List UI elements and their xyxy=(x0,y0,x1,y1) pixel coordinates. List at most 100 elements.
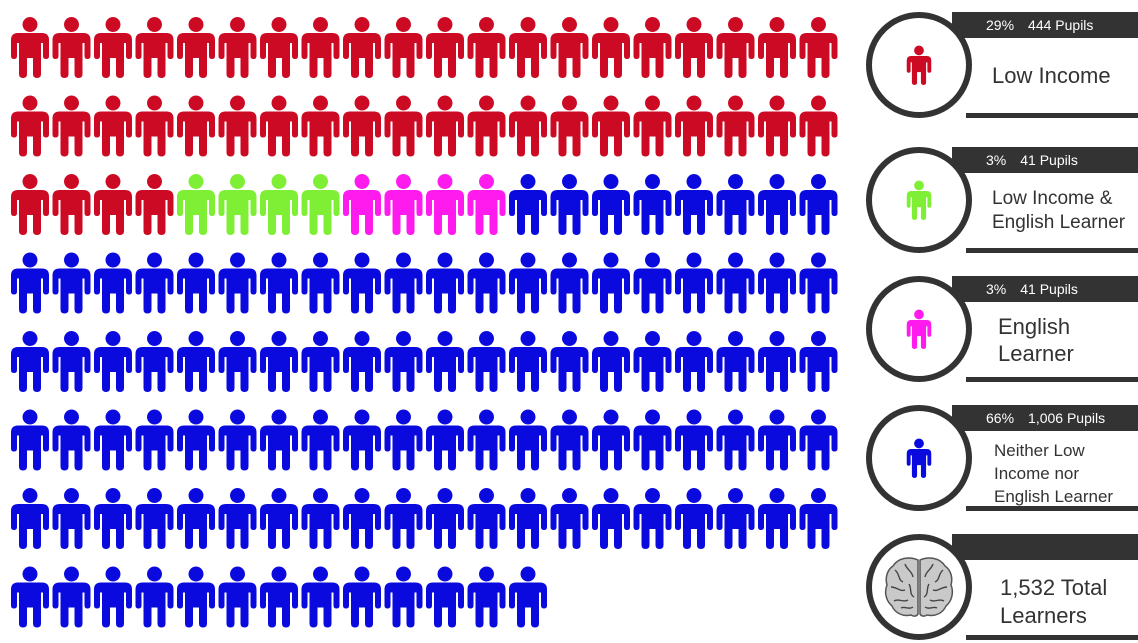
person-icon xyxy=(509,331,547,392)
person-icon xyxy=(633,488,672,549)
person-icon xyxy=(509,17,547,78)
person-icon xyxy=(906,45,932,85)
person-icon xyxy=(467,331,506,392)
person-icon xyxy=(343,174,381,235)
person-icon xyxy=(550,409,589,471)
person-icon xyxy=(633,95,672,157)
person-icon xyxy=(509,95,547,157)
person-icon xyxy=(301,331,340,392)
legend-underline xyxy=(966,506,1138,511)
person-icon xyxy=(509,488,547,549)
person-icon xyxy=(11,17,49,78)
person-icon xyxy=(799,174,838,235)
person-icon xyxy=(94,17,132,78)
person-icon xyxy=(633,174,672,235)
legend-pupil-count: 1,006 Pupils xyxy=(1028,410,1106,426)
person-icon xyxy=(343,409,381,471)
person-icon xyxy=(301,566,340,628)
person-icon xyxy=(799,331,838,392)
person-icon xyxy=(426,252,464,314)
person-icon xyxy=(675,252,713,314)
legend-label: Low Income & English Learner xyxy=(992,188,1126,233)
person-icon xyxy=(675,95,713,157)
legend-underline xyxy=(966,635,1138,640)
person-icon xyxy=(218,331,257,392)
legend-circle xyxy=(866,12,972,118)
legend-circle xyxy=(866,147,972,253)
legend-underline xyxy=(966,113,1138,118)
legend-card-low-income: 29% 444 Pupils Low Income xyxy=(866,12,1138,118)
person-icon xyxy=(716,331,755,392)
person-icon xyxy=(11,252,49,314)
person-icon xyxy=(135,252,174,314)
person-icon xyxy=(426,174,464,235)
legend-card-total: 1,532 Total Learners xyxy=(866,534,1138,640)
person-icon xyxy=(94,252,132,314)
person-icon xyxy=(384,566,423,628)
person-icon xyxy=(799,409,838,471)
person-icon xyxy=(758,409,796,471)
person-icon xyxy=(260,17,298,78)
person-icon xyxy=(716,409,755,471)
legend-underline xyxy=(966,248,1138,253)
person-icon xyxy=(467,409,506,471)
person-icon xyxy=(799,252,838,314)
person-icon xyxy=(592,17,630,78)
person-icon xyxy=(135,409,174,471)
person-icon xyxy=(550,174,589,235)
person-icon xyxy=(467,488,506,549)
person-icon xyxy=(675,174,713,235)
person-icon xyxy=(799,95,838,157)
legend-label: Low Income xyxy=(992,63,1111,88)
person-icon xyxy=(509,174,547,235)
person-icon xyxy=(11,409,49,471)
person-icon xyxy=(906,180,932,220)
total-learners-label: 1,532 Total Learners xyxy=(1000,575,1108,628)
person-icon xyxy=(218,17,257,78)
person-icon xyxy=(218,409,257,471)
person-icon xyxy=(52,331,91,392)
person-icon xyxy=(177,488,215,549)
person-icon xyxy=(343,488,381,549)
person-icon xyxy=(550,17,589,78)
person-icon xyxy=(52,17,91,78)
person-icon xyxy=(716,488,755,549)
person-icon xyxy=(260,488,298,549)
person-icon xyxy=(94,174,132,235)
person-icon xyxy=(135,488,174,549)
person-icon xyxy=(218,488,257,549)
legend-circle xyxy=(866,276,972,382)
person-icon xyxy=(550,252,589,314)
person-icon xyxy=(52,409,91,471)
brain-icon xyxy=(884,557,954,617)
person-icon xyxy=(218,95,257,157)
person-icon xyxy=(135,566,174,628)
person-icon xyxy=(675,488,713,549)
legend-percent: 3% xyxy=(986,152,1007,168)
person-icon xyxy=(177,331,215,392)
person-icon xyxy=(260,174,298,235)
person-icon xyxy=(906,309,932,349)
legend-card-low-income-english-learner: 3% 41 Pupils Low Income & English Learner xyxy=(866,147,1138,253)
person-icon xyxy=(758,95,796,157)
legend-card-english-learner: 3% 41 Pupils English Learner xyxy=(866,276,1138,382)
person-icon xyxy=(675,331,713,392)
person-icon xyxy=(633,409,672,471)
person-icon xyxy=(592,174,630,235)
person-icon xyxy=(135,95,174,157)
person-icon xyxy=(384,488,423,549)
person-icon xyxy=(94,488,132,549)
person-icon xyxy=(384,174,423,235)
person-icon xyxy=(633,252,672,314)
person-icon xyxy=(716,174,755,235)
person-icon xyxy=(716,17,755,78)
person-icon xyxy=(467,95,506,157)
person-icon xyxy=(177,95,215,157)
person-icon xyxy=(592,331,630,392)
person-icon xyxy=(758,174,796,235)
person-icon xyxy=(343,95,381,157)
legend-underline xyxy=(966,377,1138,382)
person-icon xyxy=(11,174,49,235)
person-icon xyxy=(550,488,589,549)
person-icon xyxy=(11,95,49,157)
